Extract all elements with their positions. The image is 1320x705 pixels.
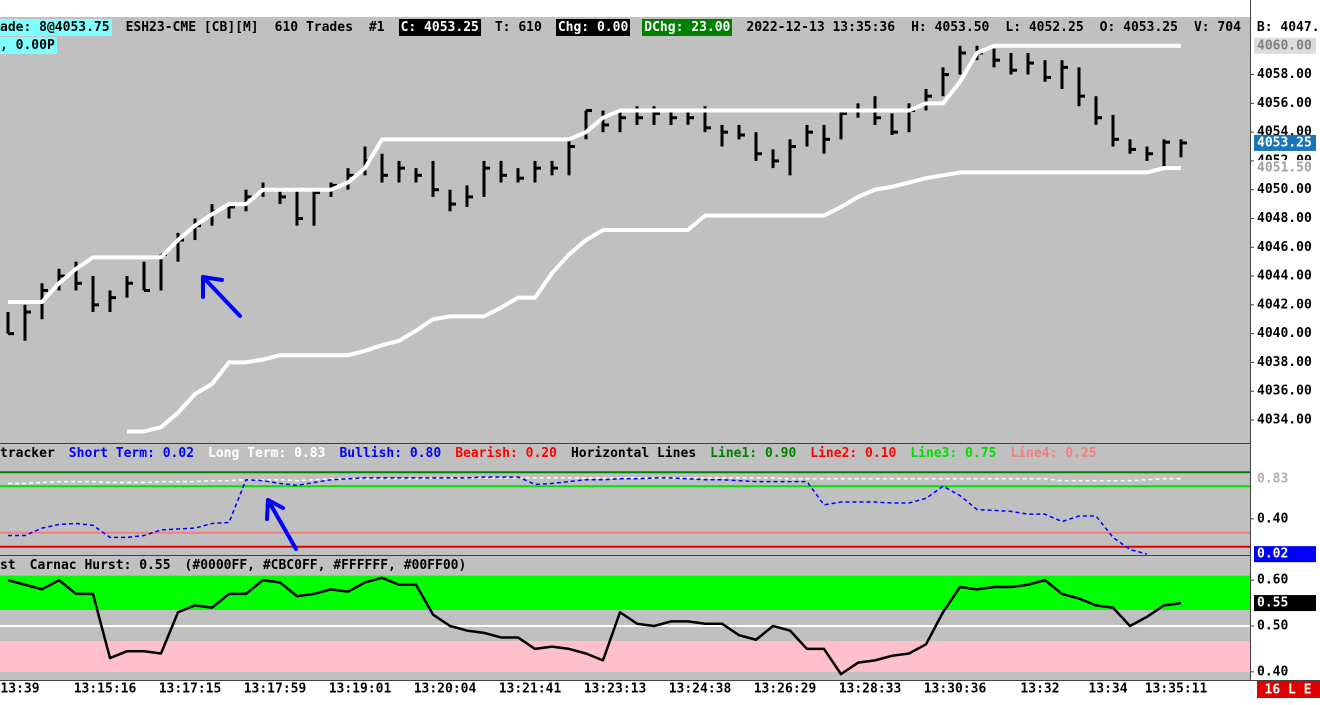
price-marker-label: 4053.25	[1257, 135, 1312, 150]
header-field: ade: 8@4053.75	[0, 19, 112, 36]
series-line	[8, 476, 1148, 555]
y-tick-label: 4042.00	[1257, 297, 1312, 312]
x-tick-label: 13:35:11	[1145, 682, 1208, 697]
header-field: B: 4047.	[1256, 20, 1320, 35]
plot-background	[0, 17, 1250, 680]
pane	[0, 471, 1250, 555]
x-tick-label: 13:17:15	[159, 682, 222, 697]
legend-item: Line4: 0.25	[1010, 446, 1097, 461]
layers: 4034.00 4036.00 4038.00 4040.00 4042.00 4044.…	[0, 37, 1320, 698]
series-line	[127, 166, 1181, 434]
y-tick-label: 4056.00	[1257, 96, 1312, 111]
price-marker	[1254, 37, 1316, 54]
x-tick-label: 13:26:29	[754, 682, 817, 697]
legend-item: Bearish: 0.20	[455, 446, 557, 461]
y-tick-label: 0.40	[1257, 664, 1288, 679]
header-field: T: 610	[494, 20, 542, 35]
y-tick-label: 4058.00	[1257, 67, 1312, 82]
legend-item: Horizontal Lines	[570, 446, 697, 461]
series-line	[8, 43, 1181, 304]
price-marker-label: 0.55	[1257, 596, 1288, 611]
legend-item: Line2: 0.10	[810, 446, 897, 461]
y-tick-label: 0.40	[1257, 511, 1288, 526]
y-tick-label: 4038.00	[1257, 355, 1312, 370]
header-field: , 0.00P	[0, 37, 57, 54]
header-field: ESH23-CME [CB][M]	[125, 20, 259, 35]
legend-item: st	[0, 558, 16, 573]
y-tick-label: 4048.00	[1257, 211, 1312, 226]
x-tick-label: 13:34	[1088, 682, 1127, 697]
annotation-arrow	[265, 498, 298, 551]
header-field: V: 704	[1193, 20, 1241, 35]
price-marker	[1254, 546, 1316, 563]
x-tick-label: 13:30:36	[924, 682, 987, 697]
x-tick-label: 13:28:33	[839, 682, 902, 697]
band	[0, 641, 1250, 672]
header-row: , 0.00P	[0, 37, 69, 54]
legend-item: Short Term: 0.02	[68, 446, 195, 461]
pane	[6, 43, 1187, 434]
status-text: 16 L E	[1265, 683, 1312, 698]
header-field: 2022-12-13 13:35:36	[746, 20, 896, 35]
price-marker	[1254, 134, 1316, 151]
header-field: 610 Trades	[274, 20, 353, 35]
y-tick-label: 4040.00	[1257, 326, 1312, 341]
y-tick-label: 4036.00	[1257, 384, 1312, 399]
y-tick-label: 4046.00	[1257, 240, 1312, 255]
header-field: O: 4053.25	[1099, 20, 1178, 35]
series-line	[7, 576, 1182, 676]
price-marker-label: 4060.00	[1257, 38, 1312, 53]
header-field: DChg: 23.00	[642, 19, 733, 36]
price-marker	[1254, 160, 1316, 177]
pane-legend: st Carnac Hurst: 0.55 (#0000FF, #CBC0FF, #…	[0, 557, 478, 574]
header-field: #1	[368, 20, 385, 35]
x-tick-label: 13:39	[0, 682, 39, 697]
price-marker	[1254, 595, 1316, 612]
legend-item: Long Term: 0.83	[208, 446, 326, 461]
y-tick-label: 4044.00	[1257, 269, 1312, 284]
x-tick-label: 13:21:41	[499, 682, 562, 697]
status-box	[1257, 681, 1320, 698]
y-tick-label: 4034.00	[1257, 412, 1312, 427]
pane	[0, 575, 1250, 676]
header-field: C: 4053.25	[398, 19, 481, 36]
y-tick-label: 4050.00	[1257, 182, 1312, 197]
header-field: H: 4053.50	[911, 20, 990, 35]
header-field: L: 4052.25	[1005, 20, 1084, 35]
price-marker-label: 0.83	[1257, 471, 1288, 486]
x-tick-label: 13:17:59	[244, 682, 307, 697]
header-field: Chg: 0.00	[555, 19, 631, 36]
legend-item: Line3: 0.75	[910, 446, 997, 461]
pane-legend: tracker Short Term: 0.02 Long Term: 0.83 Bu…	[0, 445, 1109, 462]
y-tick-label: 0.60	[1257, 573, 1288, 588]
y-tick-label: 0.50	[1257, 619, 1288, 634]
x-tick-label: 13:15:16	[74, 682, 137, 697]
legend-item: (#0000FF, #CBC0FF, #FFFFFF, #00FF00)	[184, 558, 467, 573]
x-tick-label: 13:20:04	[414, 682, 477, 697]
legend-item: tracker	[0, 446, 55, 461]
x-tick-label: 13:23:13	[584, 682, 647, 697]
x-tick-label: 13:32	[1020, 682, 1059, 697]
annotation-arrow	[201, 275, 242, 318]
header-row: ade: 8@4053.75 ESH23-CME [CB][M] 610 Trade…	[0, 19, 1320, 36]
legend-item: Bullish: 0.80	[339, 446, 442, 461]
x-tick-label: 13:19:01	[329, 682, 392, 697]
legend-item: Line1: 0.90	[710, 446, 797, 461]
price-marker-label: 4051.50	[1257, 161, 1312, 176]
x-tick-label: 13:24:38	[669, 682, 732, 697]
legend-item: Carnac Hurst: 0.55	[29, 558, 171, 573]
price-marker	[1254, 470, 1316, 487]
price-marker-label: 0.02	[1257, 547, 1288, 562]
